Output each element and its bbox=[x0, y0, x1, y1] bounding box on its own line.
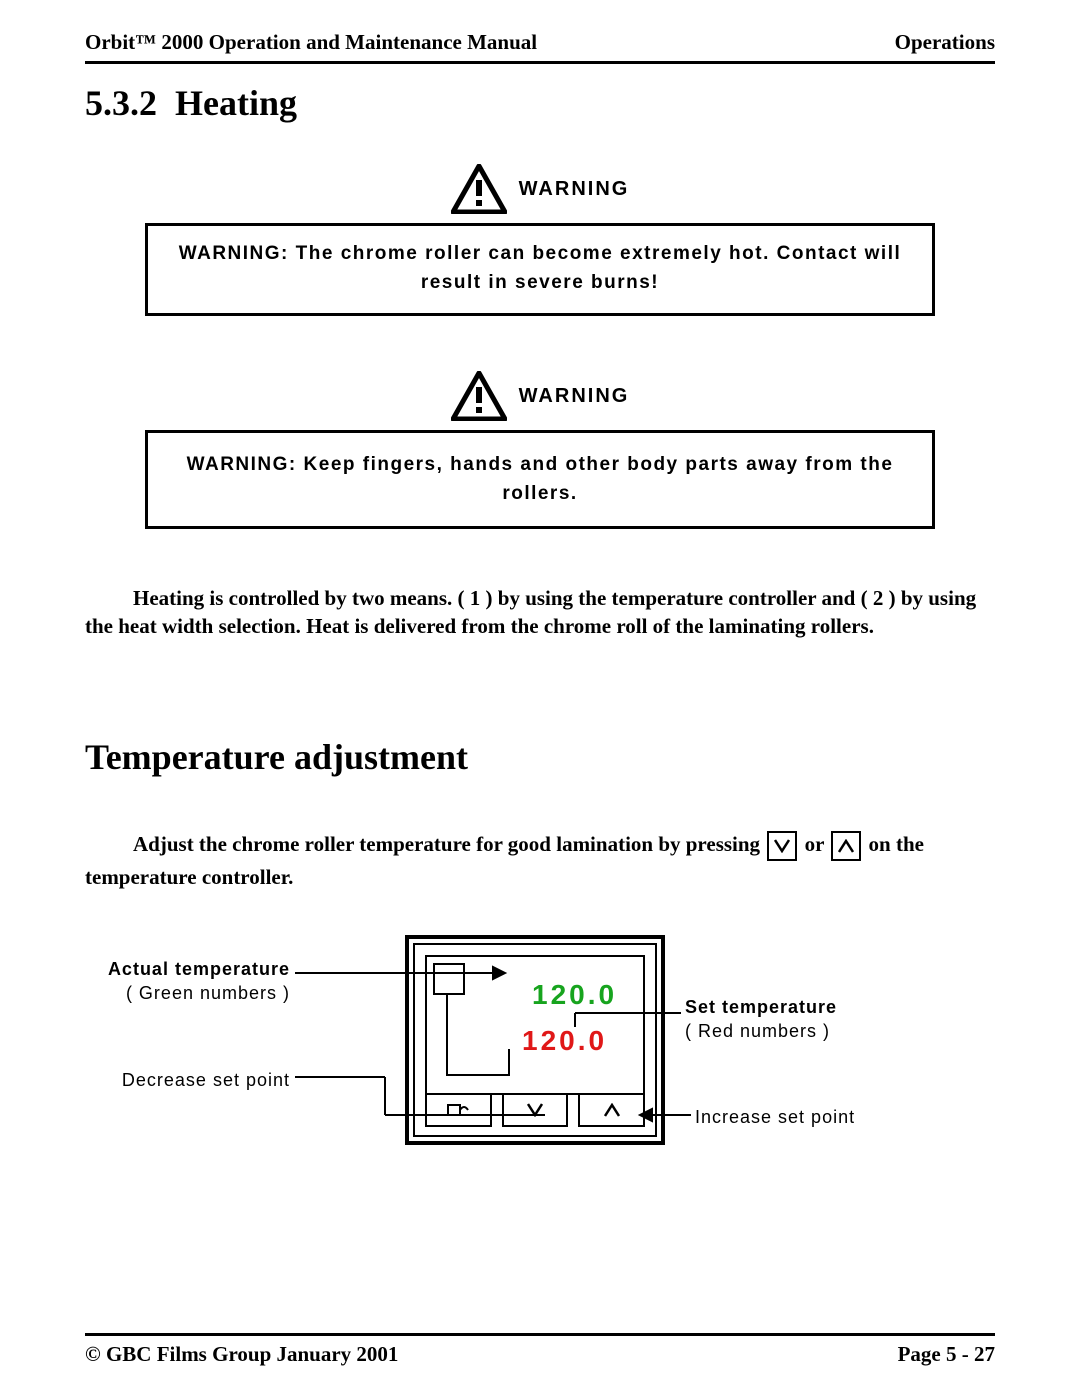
instruction-mid: or bbox=[805, 832, 824, 856]
chevron-down-icon bbox=[527, 1103, 543, 1117]
header-rule bbox=[85, 61, 995, 64]
chevron-up-icon bbox=[604, 1103, 620, 1117]
subsection-title: Temperature adjustment bbox=[85, 736, 995, 778]
section-name: Heating bbox=[175, 83, 297, 123]
controller-figure: Actual temperature ( Green numbers ) Dec… bbox=[85, 935, 995, 1165]
instruction-paragraph: Adjust the chrome roller temperature for… bbox=[85, 828, 995, 895]
warning-triangle-icon bbox=[451, 164, 507, 214]
controller-display: 120.0 120.0 bbox=[425, 955, 645, 1095]
controller-up-button[interactable] bbox=[578, 1093, 645, 1127]
controller-menu-button[interactable] bbox=[425, 1093, 492, 1127]
controller-button-row bbox=[425, 1093, 645, 1127]
footer-right: Page 5 - 27 bbox=[898, 1342, 995, 1367]
footer-rule bbox=[85, 1333, 995, 1336]
warning-header-2: WARNING bbox=[451, 371, 630, 421]
warning-label-1: WARNING bbox=[519, 178, 630, 201]
header-left: Orbit™ 2000 Operation and Maintenance Ma… bbox=[85, 30, 537, 55]
header-right: Operations bbox=[895, 30, 995, 55]
page-footer: © GBC Films Group January 2001 Page 5 - … bbox=[85, 1333, 995, 1367]
temperature-controller: 120.0 120.0 bbox=[405, 935, 665, 1145]
footer-left: © GBC Films Group January 2001 bbox=[85, 1342, 398, 1367]
down-button-icon bbox=[767, 831, 797, 861]
up-button-icon bbox=[831, 831, 861, 861]
warning-triangle-icon bbox=[451, 371, 507, 421]
controller-inner: 120.0 120.0 bbox=[413, 943, 657, 1137]
warning-text-1: WARNING: The chrome roller can become ex… bbox=[145, 223, 935, 316]
section-title: 5.3.2 Heating bbox=[85, 82, 995, 124]
body-paragraph: Heating is controlled by two means. ( 1 … bbox=[85, 584, 995, 641]
warning-block-1: WARNING WARNING: The chrome roller can b… bbox=[85, 164, 995, 316]
warning-label-2: WARNING bbox=[519, 385, 630, 408]
page: Orbit™ 2000 Operation and Maintenance Ma… bbox=[0, 0, 1080, 1397]
warning-block-2: WARNING WARNING: Keep fingers, hands and… bbox=[85, 371, 995, 529]
instruction-pre: Adjust the chrome roller temperature for… bbox=[133, 832, 760, 856]
page-header: Orbit™ 2000 Operation and Maintenance Ma… bbox=[85, 30, 995, 55]
warning-text-2: WARNING: Keep fingers, hands and other b… bbox=[145, 430, 935, 529]
controller-down-button[interactable] bbox=[502, 1093, 569, 1127]
menu-icon bbox=[447, 1102, 469, 1118]
display-decor-lines bbox=[427, 957, 643, 1093]
section-number: 5.3.2 bbox=[85, 83, 157, 123]
warning-header-1: WARNING bbox=[451, 164, 630, 214]
